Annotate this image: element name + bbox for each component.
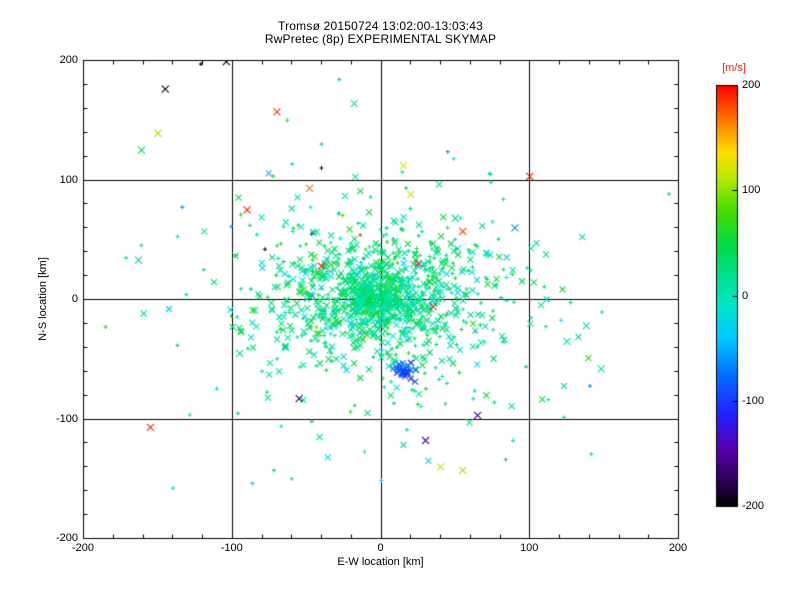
x-tick-label: -100 <box>220 542 243 554</box>
colorbar-tick-label: -100 <box>742 394 765 407</box>
x-tick-label: -200 <box>71 542 95 554</box>
colorbar-tick-label: -200 <box>742 500 765 512</box>
x-tick-label: 0 <box>377 542 384 554</box>
y-tick-label: 200 <box>59 54 78 66</box>
y-tick-label: 100 <box>59 173 78 186</box>
y-tick-label: 0 <box>71 293 78 305</box>
colorbar-label: [m/s] <box>722 62 746 74</box>
x-tick-label: 100 <box>520 542 539 554</box>
y-tick-label: -100 <box>55 412 78 425</box>
colorbar-tick-label: 200 <box>742 79 761 91</box>
chart-title: Tromsø 20150724 13:02:00-13:03:43 <box>278 19 483 33</box>
colorbar-tick-label: 0 <box>742 289 749 302</box>
colorbar-tick-label: 100 <box>742 184 761 197</box>
x-tick-label: 200 <box>668 542 688 554</box>
x-axis-label: E-W location [km] <box>337 556 424 568</box>
y-tick-label: -200 <box>55 532 78 544</box>
chart-subtitle: RwPretec (8p) EXPERIMENTAL SKYMAP <box>264 32 497 46</box>
